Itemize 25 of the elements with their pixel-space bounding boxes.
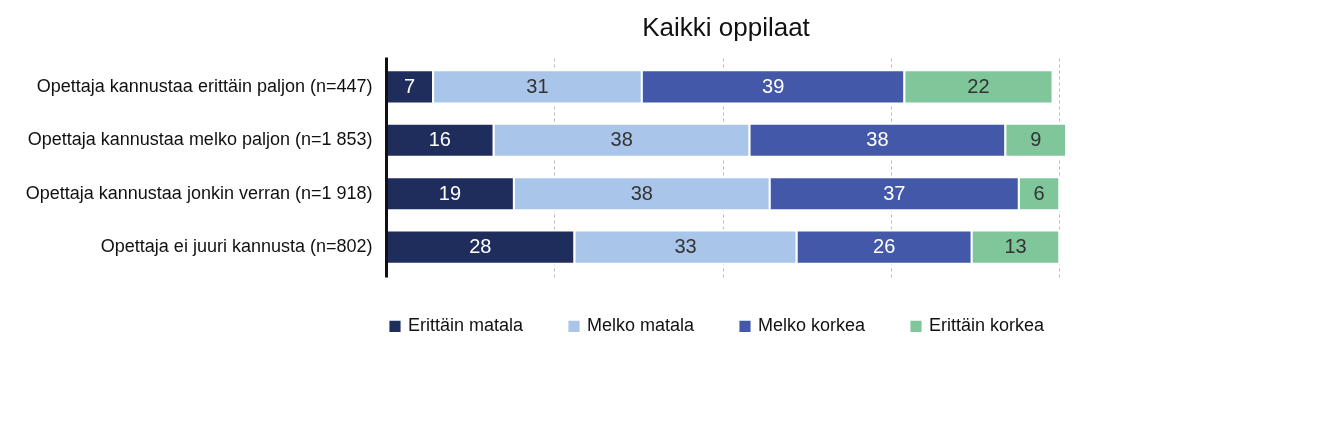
- data-label: 22: [967, 74, 990, 97]
- y-tick-label: Opettaja kannustaa jonkin verran (n=1 918): [25, 182, 373, 203]
- data-label: 6: [1033, 181, 1045, 204]
- legend-label: Melko matala: [587, 315, 696, 336]
- data-label: 31: [526, 74, 549, 97]
- legend-label: Erittäin korkea: [929, 315, 1046, 336]
- data-label: 33: [674, 235, 697, 258]
- data-label: 38: [866, 128, 889, 151]
- data-label: 38: [610, 128, 633, 151]
- data-label: 16: [428, 128, 451, 151]
- data-label: 38: [630, 181, 653, 204]
- y-tick-label: Opettaja kannustaa erittäin paljon (n=447): [36, 75, 373, 96]
- y-tick-label: Opettaja ei juuri kannusta (n=802): [100, 236, 373, 257]
- data-label: 9: [1030, 128, 1042, 151]
- data-label: 39: [762, 74, 785, 97]
- data-label: 37: [883, 181, 906, 204]
- data-label: 13: [1004, 235, 1027, 258]
- legend-label: Melko korkea: [758, 315, 867, 336]
- data-label: 26: [873, 235, 896, 258]
- data-label: 28: [469, 235, 492, 258]
- legend-label: Erittäin matala: [408, 315, 525, 336]
- data-label: 19: [438, 181, 462, 204]
- data-label: 7: [404, 74, 416, 97]
- y-tick-label: Opettaja kannustaa melko paljon (n=1 853): [27, 129, 373, 150]
- chart-title: Kaikki oppilaat: [642, 12, 811, 42]
